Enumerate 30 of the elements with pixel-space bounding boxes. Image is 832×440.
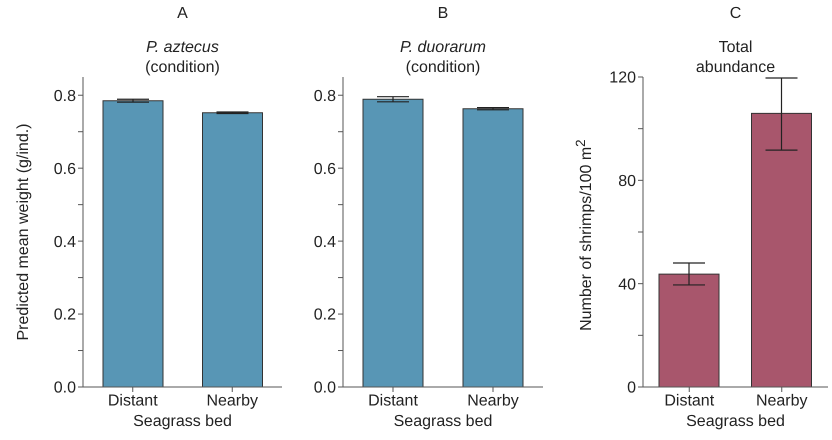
- x-axis-title: Seagrass bed: [685, 412, 786, 432]
- x-axis-title: Seagrass bed: [392, 412, 494, 432]
- chart-title: B: [436, 4, 450, 24]
- x-tick-label: Nearby: [756, 392, 808, 410]
- y-tick-label: 120: [609, 70, 636, 87]
- y-tick-label: 0.8: [314, 88, 336, 105]
- y-tick-label: 0.4: [314, 234, 336, 251]
- y-tick-label: 0.6: [54, 160, 76, 178]
- y-axis-title: Predicted mean weight (g/ind.): [14, 122, 33, 342]
- x-tick-label: Distant: [108, 392, 158, 410]
- y-tick-label: 80: [618, 173, 636, 190]
- x-tick-label: Distant: [664, 392, 715, 410]
- x-tick-label: Nearby: [467, 392, 519, 410]
- y-tick-label: 0.0: [314, 380, 336, 397]
- chart-subtitle: P. aztecus (condition): [144, 38, 221, 78]
- chart-title: C: [728, 4, 742, 24]
- y-tick-label: 0.8: [54, 88, 76, 105]
- y-tick-label: 0.2: [54, 306, 76, 324]
- chart-subtitle: P. duorarum (condition): [399, 38, 487, 78]
- y-tick-label: 0: [627, 380, 636, 397]
- text: Total abundance: [694, 38, 776, 78]
- chart-title: A: [176, 4, 189, 24]
- x-axis-title: Seagrass bed: [132, 412, 233, 432]
- x-tick-label: Distant: [368, 392, 418, 410]
- y-tick-label: 0.0: [54, 380, 76, 397]
- y-tick-label: 40: [618, 276, 636, 294]
- y-tick-label: 0.6: [314, 160, 336, 178]
- x-tick-label: Nearby: [206, 392, 258, 410]
- y-tick-label: 0.4: [54, 234, 76, 251]
- y-tick-label: 0.2: [314, 306, 336, 324]
